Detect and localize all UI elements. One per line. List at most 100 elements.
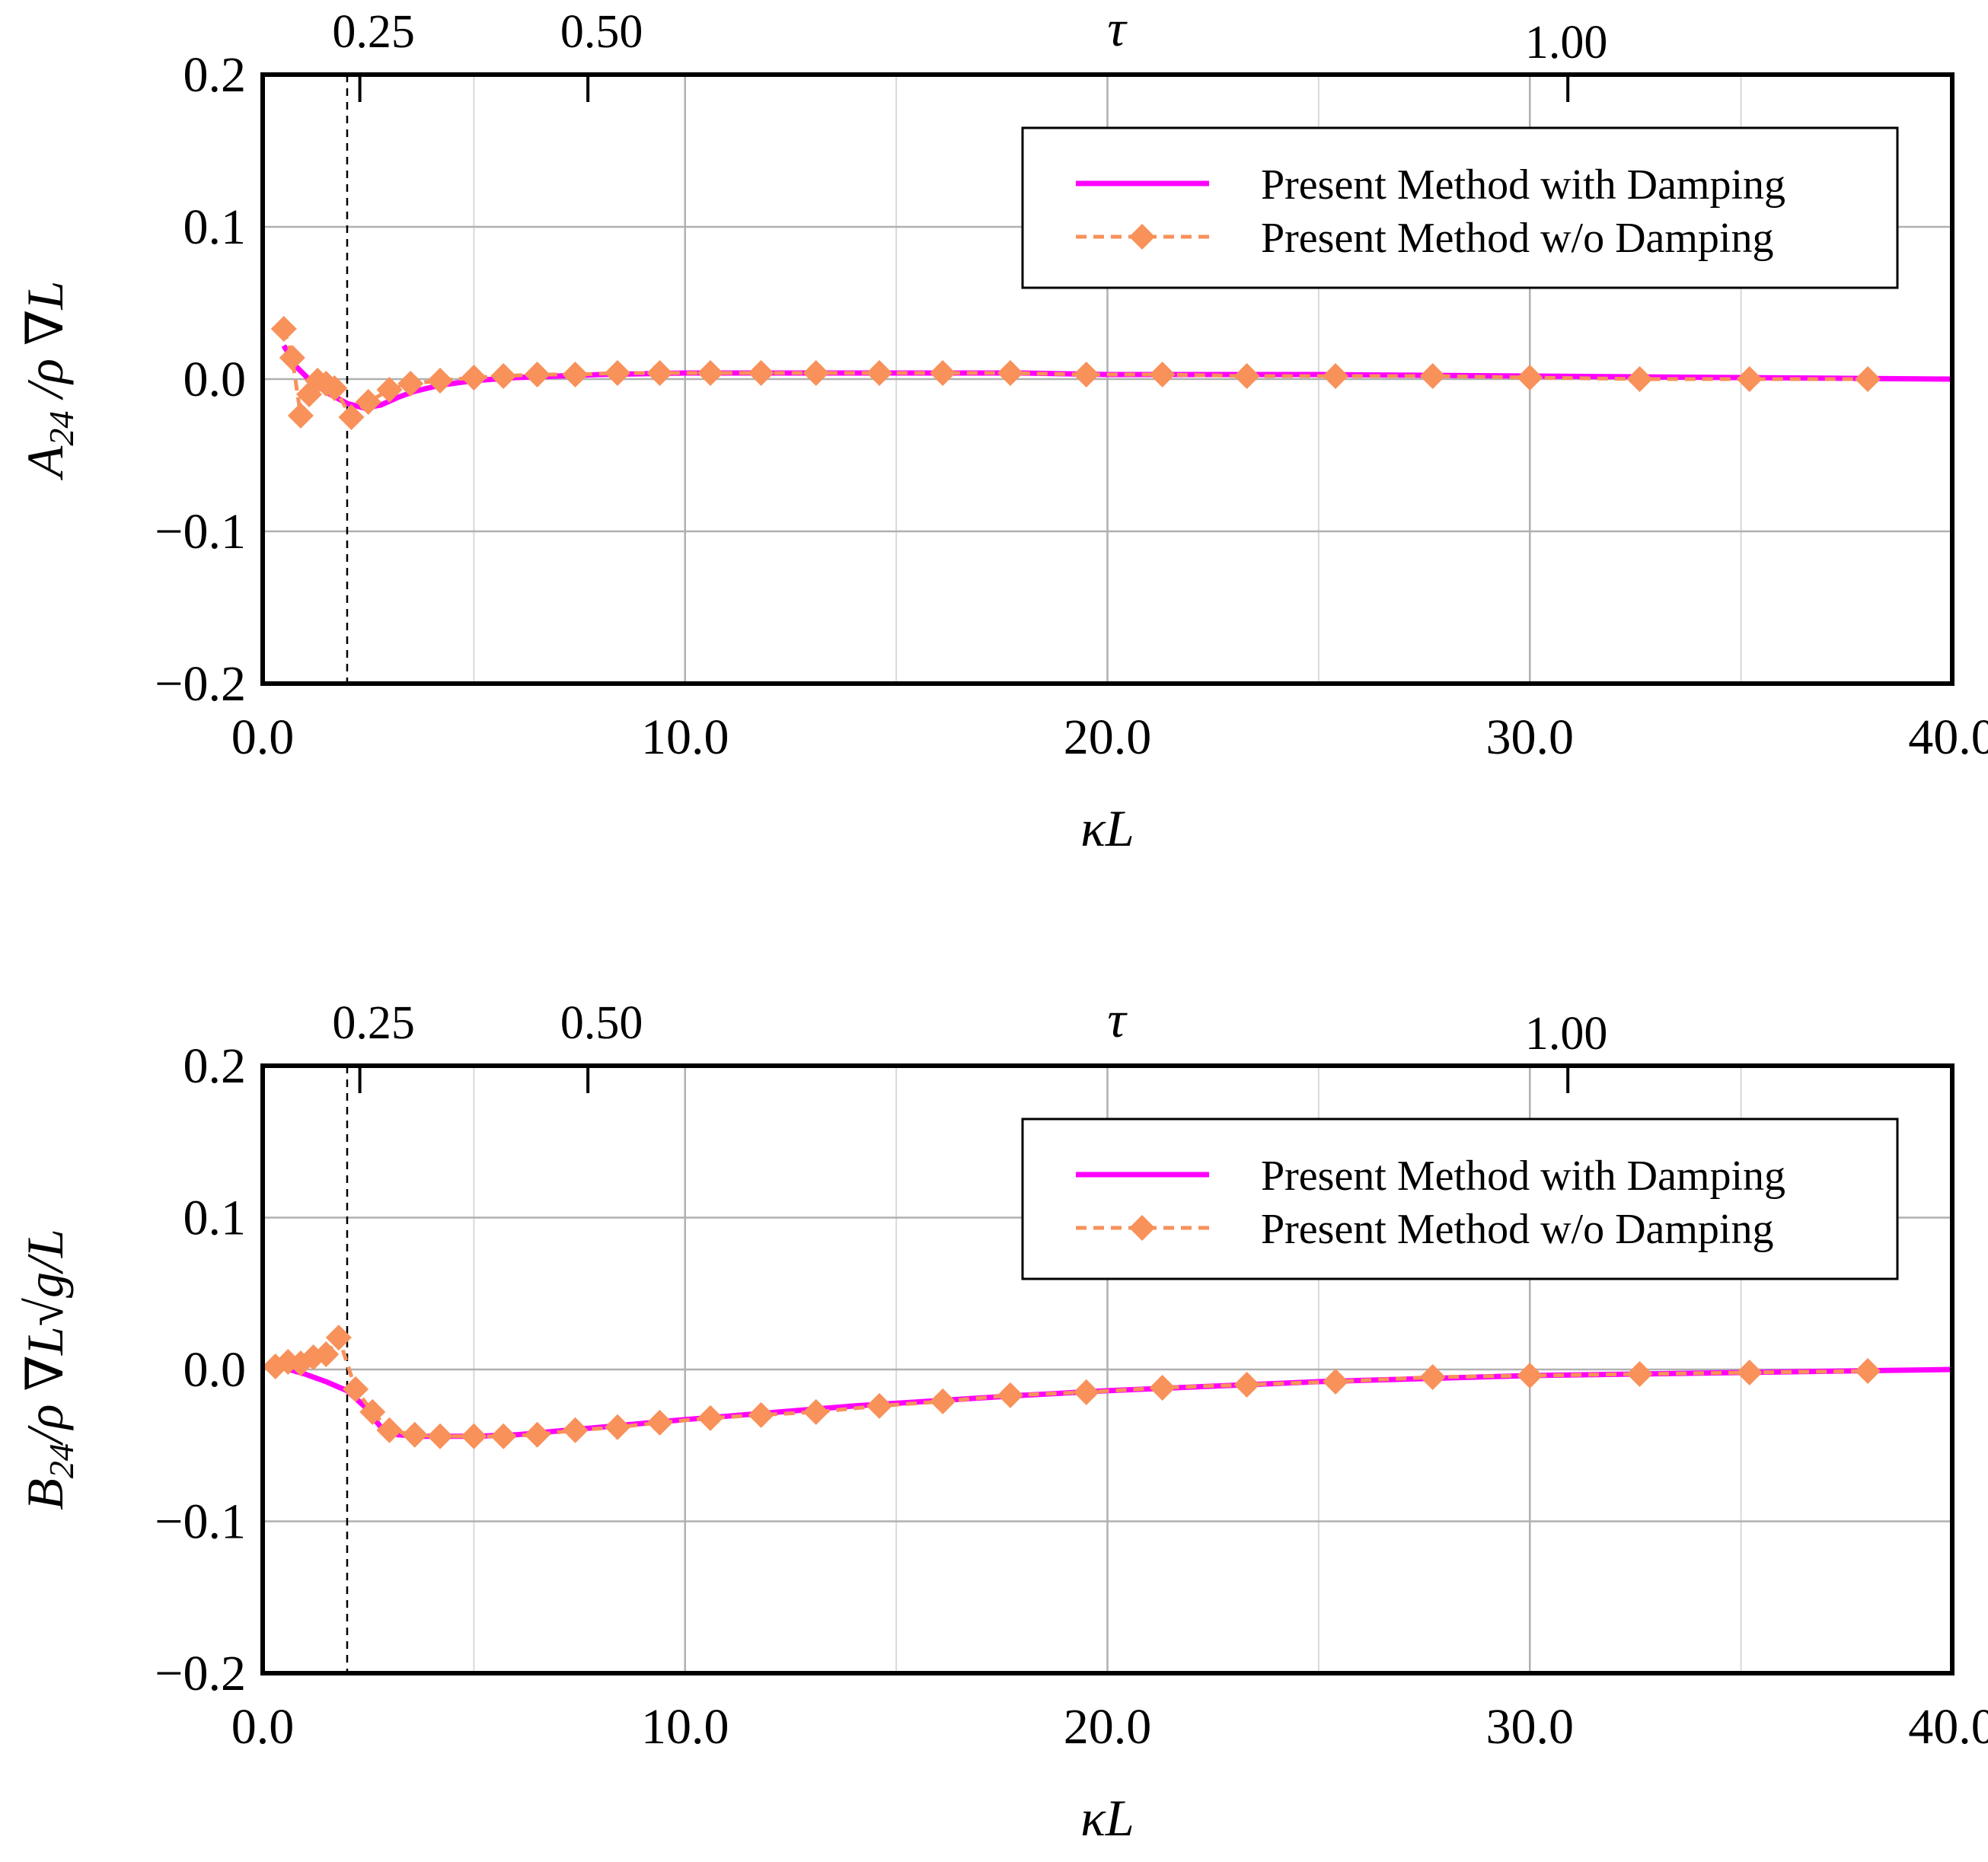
top-tick-label: 0.50: [560, 6, 643, 58]
legend-marker: [1129, 1215, 1155, 1241]
data-point-marker: [1233, 363, 1260, 389]
data-point-marker: [461, 1423, 487, 1449]
data-point-marker: [359, 1398, 386, 1425]
data-point-marker: [524, 362, 550, 387]
data-point-marker: [313, 1341, 340, 1368]
data-point-marker: [930, 360, 956, 386]
data-point-marker: [646, 1409, 673, 1436]
data-point-marker: [343, 1376, 369, 1402]
data-point-marker: [803, 360, 829, 386]
x-tick-label: 30.0: [1486, 709, 1575, 765]
data-point-marker: [287, 403, 314, 429]
data-point-marker: [748, 360, 774, 386]
data-point-marker: [461, 365, 487, 391]
y-tick-label: −0.2: [155, 1646, 246, 1701]
y-axis-label: B24/ρ ∇L√g/L: [16, 1229, 81, 1510]
data-point-marker: [338, 404, 365, 430]
data-point-marker: [866, 360, 892, 386]
data-point-marker: [355, 389, 381, 415]
x-tick-label: 10.0: [641, 709, 729, 765]
data-point-marker: [524, 1421, 550, 1448]
data-point-marker: [866, 1392, 892, 1419]
top-tick-label: 0.50: [560, 997, 643, 1049]
y-tick-label: 0.0: [183, 1342, 247, 1398]
y-tick-label: −0.1: [155, 504, 246, 560]
x-axis-label: κL: [1080, 1789, 1134, 1847]
data-point-marker: [1073, 362, 1099, 387]
data-point-marker: [803, 1398, 829, 1425]
x-tick-label: 0.0: [231, 1699, 295, 1755]
data-point-marker: [401, 1421, 428, 1448]
data-point-marker: [1419, 1363, 1446, 1390]
y-tick-label: 0.2: [183, 47, 247, 103]
plot-frame: [260, 1063, 1954, 1675]
data-point-marker: [997, 360, 1023, 386]
legend: Present Method with Damping Present Metho…: [1021, 1118, 1899, 1280]
x-axis-label: κL: [1080, 799, 1134, 857]
data-point-marker: [1323, 1368, 1349, 1395]
legend-marker: [1129, 224, 1155, 250]
data-point-marker: [1233, 1371, 1260, 1398]
plot-frame: [260, 72, 1954, 686]
legend: Present Method with Damping Present Metho…: [1021, 126, 1899, 289]
top-tick-label: 0.25: [332, 997, 415, 1049]
data-point-marker: [279, 345, 305, 371]
data-point-marker: [1073, 1379, 1099, 1405]
data-point-marker: [562, 362, 589, 387]
data-point-marker: [697, 1404, 724, 1431]
data-point-marker: [321, 375, 348, 401]
legend-label-1: Present Method with Damping: [1261, 161, 1785, 209]
y-tick-label: 0.2: [183, 1038, 247, 1094]
data-point-marker: [1149, 362, 1176, 387]
x-tick-label: 40.0: [1908, 709, 1988, 765]
top-axis-label: τ: [1107, 0, 1128, 57]
data-point-marker: [426, 1423, 453, 1449]
y-axis-label-rest: /ρ ∇L: [16, 281, 74, 411]
data-point-marker: [1517, 365, 1543, 391]
legend-label-2: Present Method w/o Damping: [1261, 215, 1773, 262]
legend-label-2: Present Method w/o Damping: [1261, 1206, 1773, 1253]
y-axis-label: A24 /ρ ∇L: [16, 281, 81, 480]
data-point-marker: [1419, 363, 1446, 389]
y-tick-label: 0.0: [183, 352, 247, 407]
data-point-marker: [604, 360, 630, 386]
chart-panel-2: 0.0 10.0 20.0 30.0 40.0 0.2 0.1 0.0 −0.1 −0.2 0.25…: [16, 990, 1988, 1847]
data-point-marker: [930, 1388, 956, 1414]
data-point-marker: [646, 360, 673, 386]
data-point-marker: [1855, 1357, 1881, 1384]
data-point-marker: [697, 360, 724, 386]
legend-label-1: Present Method with Damping: [1261, 1153, 1785, 1200]
data-point-marker: [490, 363, 517, 389]
y-axis-label-subscript: 24: [42, 1443, 81, 1478]
data-point-marker: [325, 1325, 352, 1351]
data-point-marker: [1517, 1362, 1543, 1389]
data-point-marker: [1626, 1360, 1653, 1387]
data-point-marker: [748, 1401, 774, 1428]
x-tick-label: 20.0: [1064, 709, 1152, 765]
x-tick-label: 30.0: [1486, 1699, 1575, 1755]
data-point-marker: [1855, 366, 1881, 392]
top-tick-label: 1.00: [1525, 1008, 1608, 1060]
y-axis-label-subscript: 24: [42, 411, 81, 446]
y-tick-label: 0.1: [183, 199, 247, 255]
legend-box: [1021, 1118, 1899, 1280]
data-point-marker: [376, 377, 403, 403]
y-tick-label: −0.2: [155, 656, 246, 712]
data-point-marker: [270, 316, 297, 342]
data-point-marker: [426, 368, 453, 394]
data-point-marker: [397, 371, 424, 397]
data-point-marker: [1736, 366, 1763, 392]
data-point-marker: [490, 1423, 517, 1449]
data-point-marker: [604, 1414, 630, 1440]
x-tick-label: 20.0: [1064, 1699, 1152, 1755]
y-axis-label-main: A: [16, 445, 74, 480]
top-tick-label: 0.25: [332, 6, 415, 58]
chart-panel-1: 0.0 10.0 20.0 30.0 40.0 0.2 0.1 0.0 −0.1 −0.2 0.25…: [16, 0, 1988, 857]
top-tick-label: 1.00: [1525, 17, 1608, 69]
y-axis-label-main: B: [16, 1478, 74, 1510]
data-point-marker: [562, 1417, 589, 1443]
data-point-marker: [997, 1382, 1023, 1408]
x-tick-label: 0.0: [231, 709, 295, 765]
data-point-marker: [1626, 366, 1653, 392]
